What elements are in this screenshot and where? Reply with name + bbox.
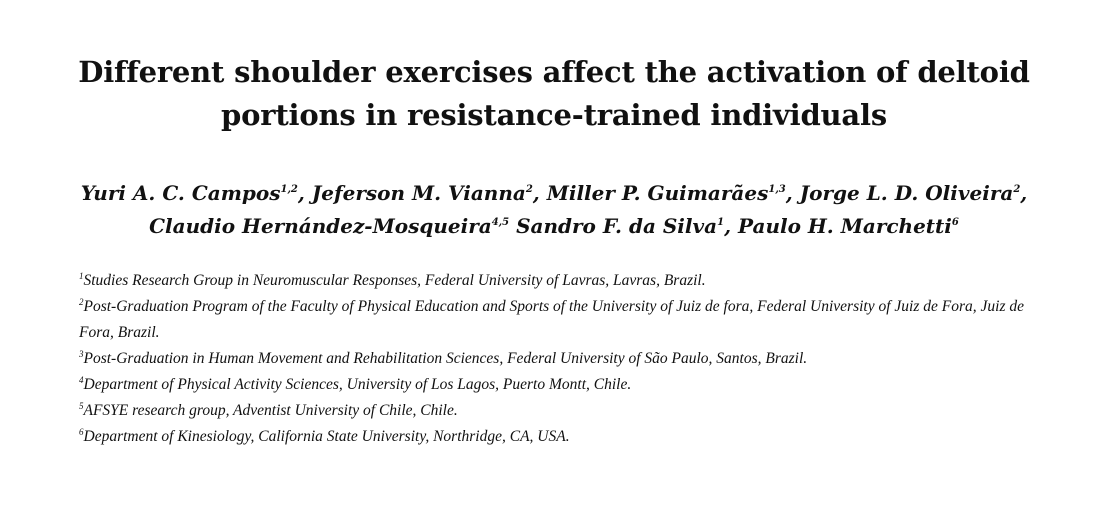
author-name: Jeferson M. Vianna bbox=[311, 181, 526, 205]
affiliation-item: 5AFSYE research group, Adventist Univers… bbox=[79, 398, 1057, 424]
author-name: Miller P. Guimarães bbox=[546, 181, 769, 205]
affiliation-item: 4Department of Physical Activity Science… bbox=[79, 372, 1057, 398]
author-separator: , bbox=[297, 181, 312, 205]
affiliation-item: 3Post-Graduation in Human Movement and R… bbox=[79, 346, 1057, 372]
paper-title-line-2: portions in resistance-trained individua… bbox=[221, 98, 887, 132]
author-affiliation-marker: 4,5 bbox=[491, 217, 510, 228]
affiliation-number: 3 bbox=[79, 349, 84, 359]
author-line-1: Yuri A. C. Campos1,2, Jeferson M. Vianna… bbox=[0, 177, 1108, 210]
affiliation-number: 2 bbox=[79, 297, 84, 307]
affiliation-number: 6 bbox=[79, 427, 84, 437]
affiliation-number: 1 bbox=[79, 271, 84, 281]
affiliation-number: 4 bbox=[79, 375, 84, 385]
affiliation-text: Department of Physical Activity Sciences… bbox=[83, 376, 632, 393]
affiliation-item: 1Studies Research Group in Neuromuscular… bbox=[79, 268, 1057, 294]
affiliation-text: AFSYE research group, Adventist Universi… bbox=[83, 402, 458, 419]
affiliation-text: Department of Kinesiology, California St… bbox=[83, 428, 570, 445]
author-line-2: Claudio Hernández-Mosqueira4,5 Sandro F.… bbox=[0, 210, 1108, 243]
author-separator: , bbox=[532, 181, 547, 205]
affiliation-number: 5 bbox=[79, 401, 84, 411]
author-name: Jorge L. D. Oliveira bbox=[799, 181, 1014, 205]
author-affiliation-marker: 1 bbox=[717, 217, 725, 228]
affiliation-text: Studies Research Group in Neuromuscular … bbox=[83, 272, 706, 289]
author-separator: , bbox=[724, 214, 738, 238]
affiliation-item: 2Post-Graduation Program of the Faculty … bbox=[79, 294, 1057, 346]
affiliation-text: Post-Graduation in Human Movement and Re… bbox=[83, 350, 808, 367]
author-name: Yuri A. C. Campos bbox=[80, 181, 281, 205]
author-affiliation-marker: 2 bbox=[525, 184, 533, 195]
author-separator: , bbox=[1020, 181, 1028, 205]
author-affiliation-marker: 1,2 bbox=[280, 184, 298, 195]
author-affiliation-marker: 2 bbox=[1013, 184, 1021, 195]
affiliation-item: 6Department of Kinesiology, California S… bbox=[79, 424, 1057, 450]
author-name: Paulo H. Marchetti bbox=[738, 214, 952, 238]
author-affiliation-marker: 1,3 bbox=[768, 184, 786, 195]
author-separator: , bbox=[785, 181, 800, 205]
affiliation-list: 1Studies Research Group in Neuromuscular… bbox=[79, 268, 1057, 450]
affiliation-text: Post-Graduation Program of the Faculty o… bbox=[79, 298, 1024, 341]
paper-title-line-1: Different shoulder exercises affect the … bbox=[78, 55, 1030, 89]
author-list: Yuri A. C. Campos1,2, Jeferson M. Vianna… bbox=[0, 177, 1108, 243]
author-name: Sandro F. da Silva bbox=[516, 214, 718, 238]
author-affiliation-marker: 6 bbox=[951, 217, 959, 228]
paper-title: Different shoulder exercises affect the … bbox=[0, 51, 1108, 137]
author-name: Claudio Hernández-Mosqueira bbox=[149, 214, 492, 238]
